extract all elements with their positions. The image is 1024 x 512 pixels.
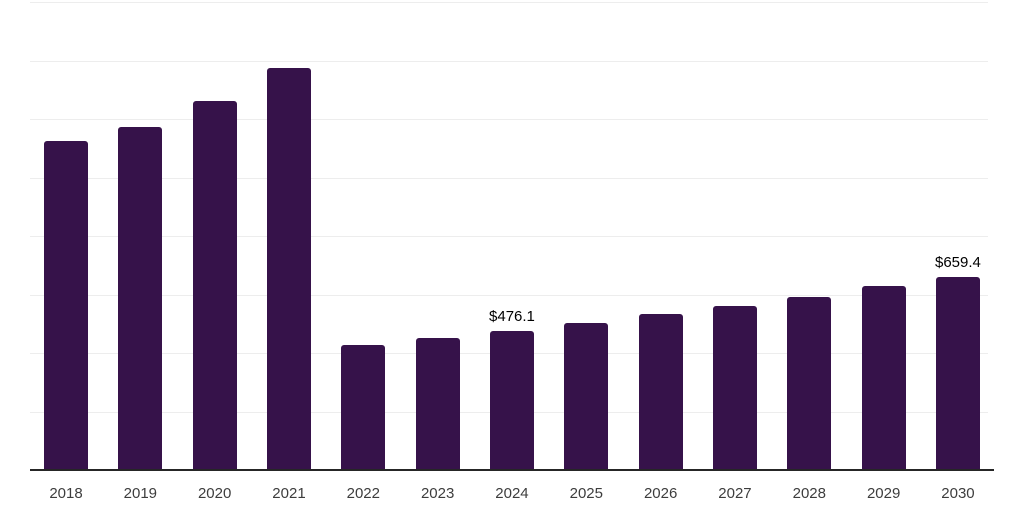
bar-2018 xyxy=(44,140,88,470)
bar-2019 xyxy=(118,127,163,470)
gridline xyxy=(30,236,988,237)
x-axis-tick-label: 2028 xyxy=(792,485,826,502)
bar-2026 xyxy=(638,314,683,470)
x-axis-tick-label: 2030 xyxy=(941,485,975,502)
x-axis-tick-label: 2019 xyxy=(123,485,158,502)
bar-2030 xyxy=(935,277,980,470)
bar-2025 xyxy=(564,323,609,470)
x-axis-tick-label: 2021 xyxy=(272,485,306,502)
x-axis-tick-label: 2025 xyxy=(569,485,603,502)
bar-2020 xyxy=(192,101,237,470)
x-axis-tick-label: 2018 xyxy=(49,485,83,502)
bar-2028 xyxy=(787,296,832,470)
x-axis-tick-label: 2027 xyxy=(718,485,752,502)
bar-2027 xyxy=(712,305,757,470)
gridline xyxy=(30,60,988,62)
bar-value-label-2024: $476.1 xyxy=(489,307,535,325)
bar-2021 xyxy=(266,68,311,470)
gridline xyxy=(30,119,988,120)
x-axis-tick-label: 2020 xyxy=(197,485,232,502)
bar-value-label-2030: $659.4 xyxy=(935,254,981,272)
gridline xyxy=(30,2,988,3)
x-axis-tick-label: 2029 xyxy=(866,485,901,502)
bar-2029 xyxy=(861,286,906,470)
x-axis-line xyxy=(30,469,994,471)
x-axis-tick-label: 2023 xyxy=(420,485,455,502)
bar-2023 xyxy=(415,338,460,470)
gridline xyxy=(30,294,988,296)
x-axis-tick-label: 2024 xyxy=(495,485,529,502)
bar-2024 xyxy=(489,330,534,470)
bar-2022 xyxy=(341,344,386,470)
x-axis-tick-label: 2026 xyxy=(643,485,678,502)
x-axis-tick-label: 2022 xyxy=(346,485,380,502)
gridline xyxy=(30,177,988,179)
